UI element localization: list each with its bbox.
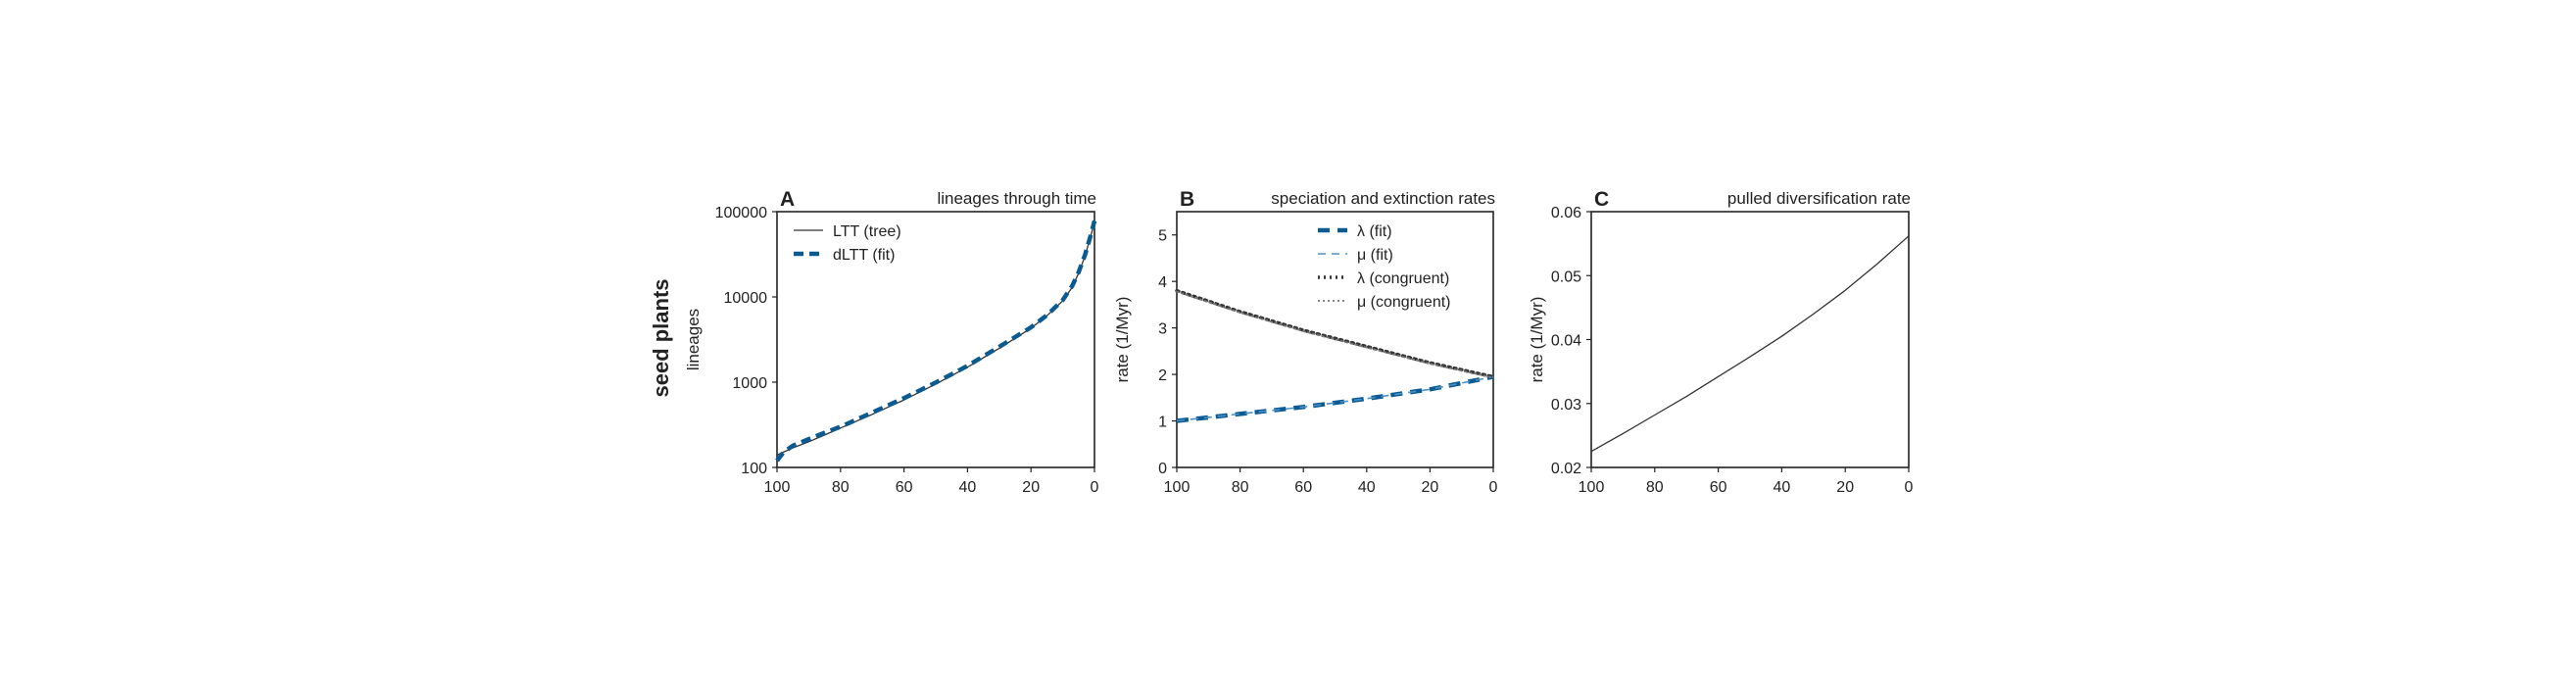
chart-title-a: lineages through time: [937, 189, 1096, 208]
y-tick-label: 3: [1158, 321, 1167, 338]
plot-frame-a: [776, 211, 1095, 468]
x-tick-label: 80: [832, 479, 850, 496]
plot-frame-c: [1590, 211, 1910, 468]
panel-letter-b: B: [1180, 188, 1194, 211]
y-tick-label: 100: [741, 461, 767, 477]
legend-label: μ (congruent): [1357, 294, 1450, 311]
plot-frame-b: [1176, 211, 1494, 468]
panel-letter-a: A: [780, 188, 795, 211]
x-tick-label: 60: [1294, 479, 1312, 496]
y-tick-label: 0.03: [1551, 397, 1581, 414]
y-tick-label: 2: [1158, 367, 1167, 384]
x-tick-label: 40: [1358, 479, 1376, 496]
x-tick-label: 0: [1489, 479, 1498, 496]
x-tick-label: 80: [1232, 479, 1249, 496]
x-tick-label: 40: [1774, 479, 1791, 496]
legend-label: dLTT (fit): [833, 247, 895, 264]
y-axis-label-b: rate (1/Myr): [1113, 297, 1132, 383]
y-tick-label: 0.06: [1551, 205, 1581, 221]
x-tick-label: 100: [1164, 479, 1191, 496]
y-tick-label: 0: [1158, 461, 1167, 477]
y-tick-label: 100000: [715, 205, 767, 221]
x-tick-label: 20: [1022, 479, 1040, 496]
y-tick-label: 1000: [732, 375, 767, 392]
series-line-b-2: [1175, 288, 1495, 379]
series-line-a-0: [776, 221, 1095, 456]
y-axis-label-c: rate (1/Myr): [1528, 297, 1546, 383]
legend-label: λ (congruent): [1357, 270, 1449, 287]
x-tick-label: 20: [1836, 479, 1854, 496]
x-tick-label: 20: [1422, 479, 1439, 496]
panel-letter-c: C: [1594, 188, 1609, 211]
y-tick-label: 10000: [724, 290, 768, 307]
y-tick-label: 4: [1158, 274, 1167, 291]
y-tick-label: 0.04: [1551, 333, 1581, 350]
legend-a: LTT (tree) dLTT (fit): [794, 223, 901, 264]
legend-b: λ (fit) μ (fit) λ (congruent) μ (congruent): [1318, 223, 1450, 311]
y-axis-label-a: lineages: [684, 309, 703, 370]
series-line-c-0: [1590, 235, 1910, 453]
series-line-b-3: [1176, 290, 1494, 379]
x-tick-label: 0: [1905, 479, 1914, 496]
chart-title-c: pulled diversification rate: [1727, 189, 1911, 208]
series-line-b-0: [1176, 374, 1494, 423]
x-tick-label: 0: [1091, 479, 1099, 496]
series-line-a-1: [775, 220, 1097, 463]
x-tick-label: 80: [1646, 479, 1664, 496]
x-tick-label: 40: [959, 479, 977, 496]
legend-label: μ (fit): [1357, 247, 1393, 264]
series-line-b-1: [1176, 375, 1494, 422]
x-tick-label: 60: [1710, 479, 1727, 496]
row-label-seed-plants: seed plants: [649, 278, 673, 397]
x-tick-label: 60: [896, 479, 913, 496]
legend-label: LTT (tree): [833, 223, 901, 240]
x-tick-label: 100: [1579, 479, 1605, 496]
legend-label: λ (fit): [1357, 223, 1392, 240]
y-tick-label: 0.02: [1551, 461, 1581, 477]
chart-title-b: speciation and extinction rates: [1271, 189, 1495, 208]
y-tick-label: 1: [1158, 415, 1167, 431]
y-tick-label: 0.05: [1551, 269, 1581, 285]
y-tick-label: 5: [1158, 228, 1167, 245]
x-tick-label: 100: [764, 479, 791, 496]
